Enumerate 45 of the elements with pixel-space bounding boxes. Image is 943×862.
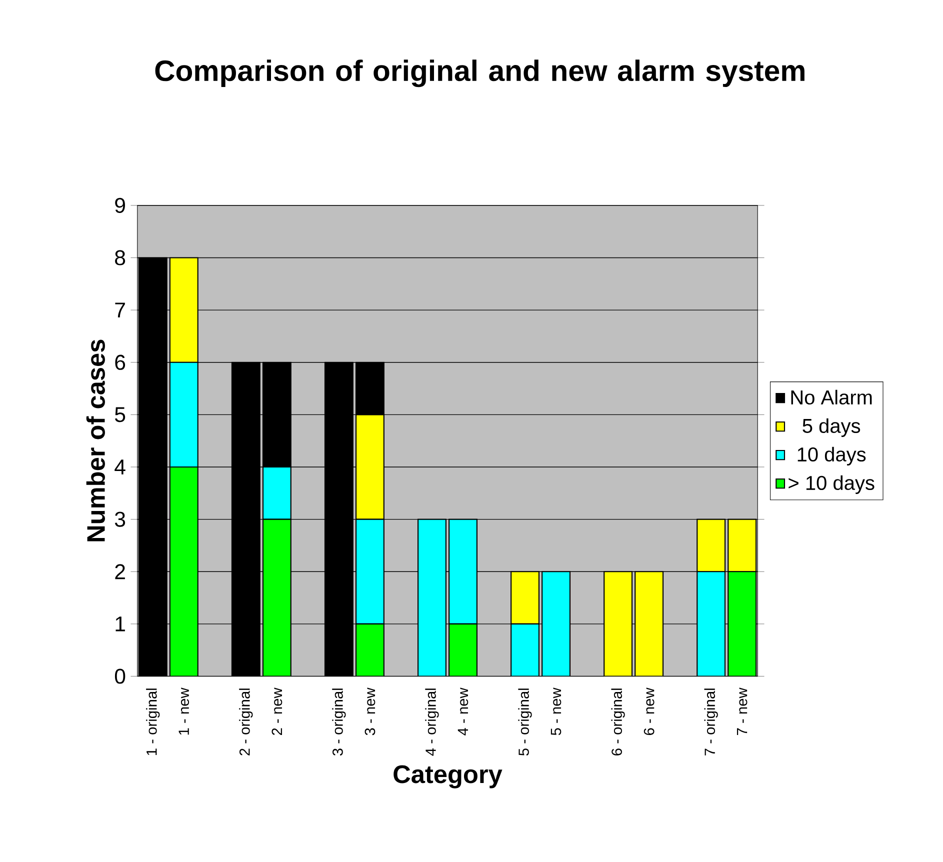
bar	[355, 414, 384, 520]
x-tick-label: 7 - original	[704, 688, 718, 756]
x-tick-label: 1 - original	[146, 688, 160, 756]
legend-label: > 10 days	[788, 476, 874, 494]
y-tick-label: 0	[114, 668, 126, 684]
y-tick-label: 3	[114, 512, 126, 528]
y-tick-label: 7	[115, 302, 125, 318]
bar	[634, 571, 664, 676]
y-tick-label: 1	[116, 616, 125, 632]
bar	[355, 518, 384, 625]
y-tick-label: 2	[115, 564, 125, 580]
bar	[262, 518, 292, 676]
x-tick-label: 6 - original	[611, 688, 625, 756]
x-tick-label: 2 - original	[239, 688, 253, 756]
legend-label: No Alarm	[791, 390, 872, 405]
chart-title: Comparison of original and new alarm system	[155, 60, 804, 88]
bar	[169, 257, 198, 364]
legend-label: 10 days	[798, 447, 866, 466]
x-tick-label: 3 - new	[364, 688, 376, 736]
x-tick-label: 3 - original	[332, 688, 346, 756]
x-tick-label: 1 - new	[178, 688, 190, 735]
y-tick-label: 6	[115, 354, 126, 370]
x-tick-label: 4 - new	[458, 688, 468, 736]
bar	[448, 624, 478, 676]
bar	[448, 518, 478, 625]
bar	[510, 571, 540, 625]
y-tick-label: 8	[115, 250, 126, 266]
y-tick-label: 9	[115, 198, 125, 214]
bar	[169, 466, 198, 676]
x-tick-label: 6 - new	[644, 688, 654, 736]
y-tick-label: 5	[114, 407, 126, 422]
bar	[355, 624, 384, 676]
y-tick-label: 4	[114, 460, 126, 474]
bar	[728, 571, 757, 676]
legend-label: 5 days	[802, 418, 860, 438]
x-axis-title: Category	[394, 765, 502, 789]
x-tick-label: 7 - new	[736, 688, 748, 736]
x-tick-label: 4 - original	[425, 688, 439, 756]
bar	[728, 518, 757, 572]
bar	[604, 571, 633, 676]
x-tick-label: 5 - original	[518, 688, 532, 756]
x-tick-label: 5 - new	[550, 688, 562, 736]
y-axis-title: Number of cases	[86, 340, 105, 542]
bar	[696, 518, 726, 572]
x-tick-label: 2 - new	[272, 688, 282, 736]
